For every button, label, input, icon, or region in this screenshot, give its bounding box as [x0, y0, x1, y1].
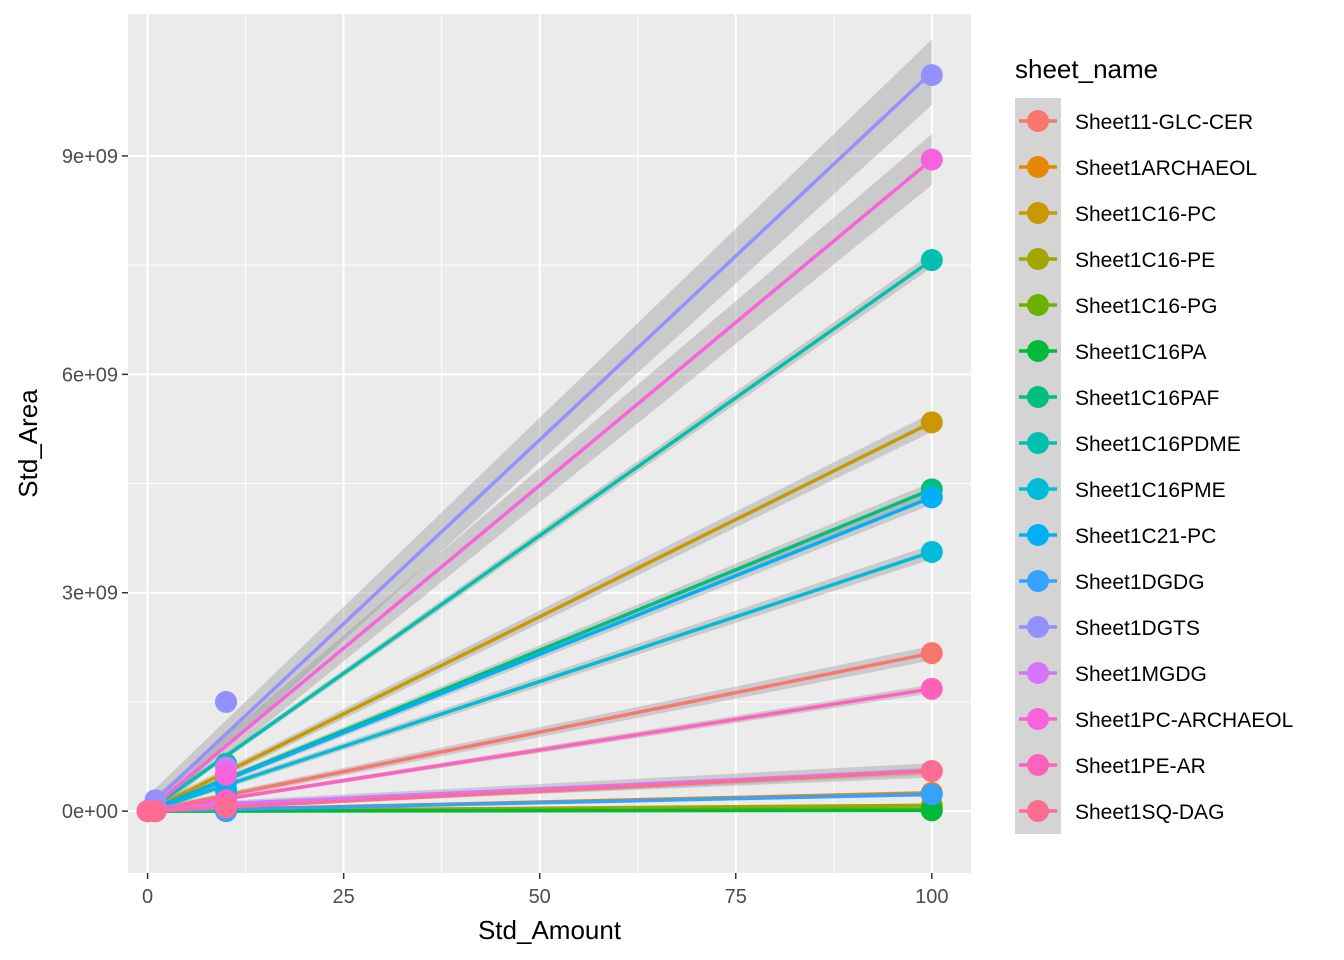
data-point: [920, 799, 943, 822]
legend-key-point: [1027, 294, 1049, 316]
data-point: [920, 411, 943, 434]
fit-line: [147, 769, 932, 813]
legend-label: Sheet1MGDG: [1075, 663, 1207, 686]
fit-line: [146, 70, 933, 809]
data-points: [136, 64, 943, 823]
legend-key-point: [1027, 110, 1049, 132]
fit-lines: [146, 70, 933, 813]
fit-line: [147, 550, 933, 813]
legend-key-point: [1027, 432, 1049, 454]
fit-line: [147, 808, 932, 813]
data-point: [920, 486, 943, 509]
data-point: [215, 796, 238, 819]
legend-key-point: [1027, 754, 1049, 776]
fit-line: [147, 792, 932, 813]
legend-key-point: [1027, 708, 1049, 730]
legend-label: Sheet11-GLC-CER: [1075, 111, 1253, 134]
data-point: [920, 783, 943, 806]
legend-key-point: [1027, 570, 1049, 592]
y-tick-label: 6e+09: [62, 364, 118, 386]
x-tick-label: 0: [142, 886, 153, 908]
fit-line: [146, 158, 933, 813]
legend-label: Sheet1C16-PC: [1075, 203, 1216, 226]
legend-key-point: [1027, 478, 1049, 500]
x-tick-label: 50: [529, 886, 551, 908]
data-point: [215, 763, 238, 786]
legend-key-point: [1027, 524, 1049, 546]
legend-key-point: [1027, 616, 1049, 638]
legend-key-point: [1027, 156, 1049, 178]
legend-key-point: [1027, 340, 1049, 362]
legend-label: Sheet1C16PAF: [1075, 387, 1219, 410]
y-tick-label: 3e+09: [62, 583, 118, 605]
legend-key-point: [1027, 248, 1049, 270]
legend-key-point: [1027, 662, 1049, 684]
x-tick-label: 100: [915, 886, 948, 908]
y-tick-label: 9e+09: [62, 146, 118, 168]
data-point: [920, 249, 943, 272]
data-point: [920, 540, 943, 563]
axes: 0 25 50 75 100 0e+00 3e+09 6e+09 9e+09: [62, 146, 949, 908]
fit-line: [146, 258, 933, 813]
x-tick-label: 25: [333, 886, 355, 908]
legend-label: Sheet1ARCHAEOL: [1075, 157, 1257, 180]
x-tick-label: 75: [725, 886, 747, 908]
legend-label: Sheet1C21-PC: [1075, 525, 1216, 548]
fit-line: [146, 420, 933, 813]
legend-label: Sheet1C16PME: [1075, 479, 1226, 502]
legend-label: Sheet1C16-PE: [1075, 249, 1215, 272]
data-point: [920, 148, 943, 171]
legend: sheet_name Sheet11-GLC-CER Sheet1ARCHAEOL…: [1015, 54, 1293, 834]
data-point: [920, 760, 943, 783]
data-point: [920, 642, 943, 665]
fit-line: [146, 495, 933, 813]
y-axis-title: Std_Area: [13, 389, 43, 498]
legend-label: Sheet1C16-PG: [1075, 295, 1217, 318]
legend-key-point: [1027, 202, 1049, 224]
x-axis-title: Std_Amount: [478, 915, 622, 945]
legend-label: Sheet1C16PA: [1075, 341, 1207, 364]
fit-line: [147, 651, 933, 813]
legend-label: Sheet1PE-AR: [1075, 755, 1206, 778]
data-point: [920, 64, 943, 87]
legend-label: Sheet1DGTS: [1075, 617, 1200, 640]
fit-line: [147, 687, 933, 813]
legend-label: Sheet1PC-ARCHAEOL: [1075, 709, 1293, 732]
y-tick-label: 0e+00: [62, 801, 118, 823]
data-point: [215, 690, 238, 713]
legend-label: Sheet1SQ-DAG: [1075, 801, 1224, 824]
legend-key-point: [1027, 800, 1049, 822]
data-point: [920, 677, 943, 700]
legend-label: Sheet1DGDG: [1075, 571, 1205, 594]
legend-label: Sheet1C16PDME: [1075, 433, 1241, 456]
data-point: [144, 800, 167, 823]
grid: [128, 14, 971, 873]
legend-key-point: [1027, 386, 1049, 408]
legend-title: sheet_name: [1015, 54, 1158, 84]
